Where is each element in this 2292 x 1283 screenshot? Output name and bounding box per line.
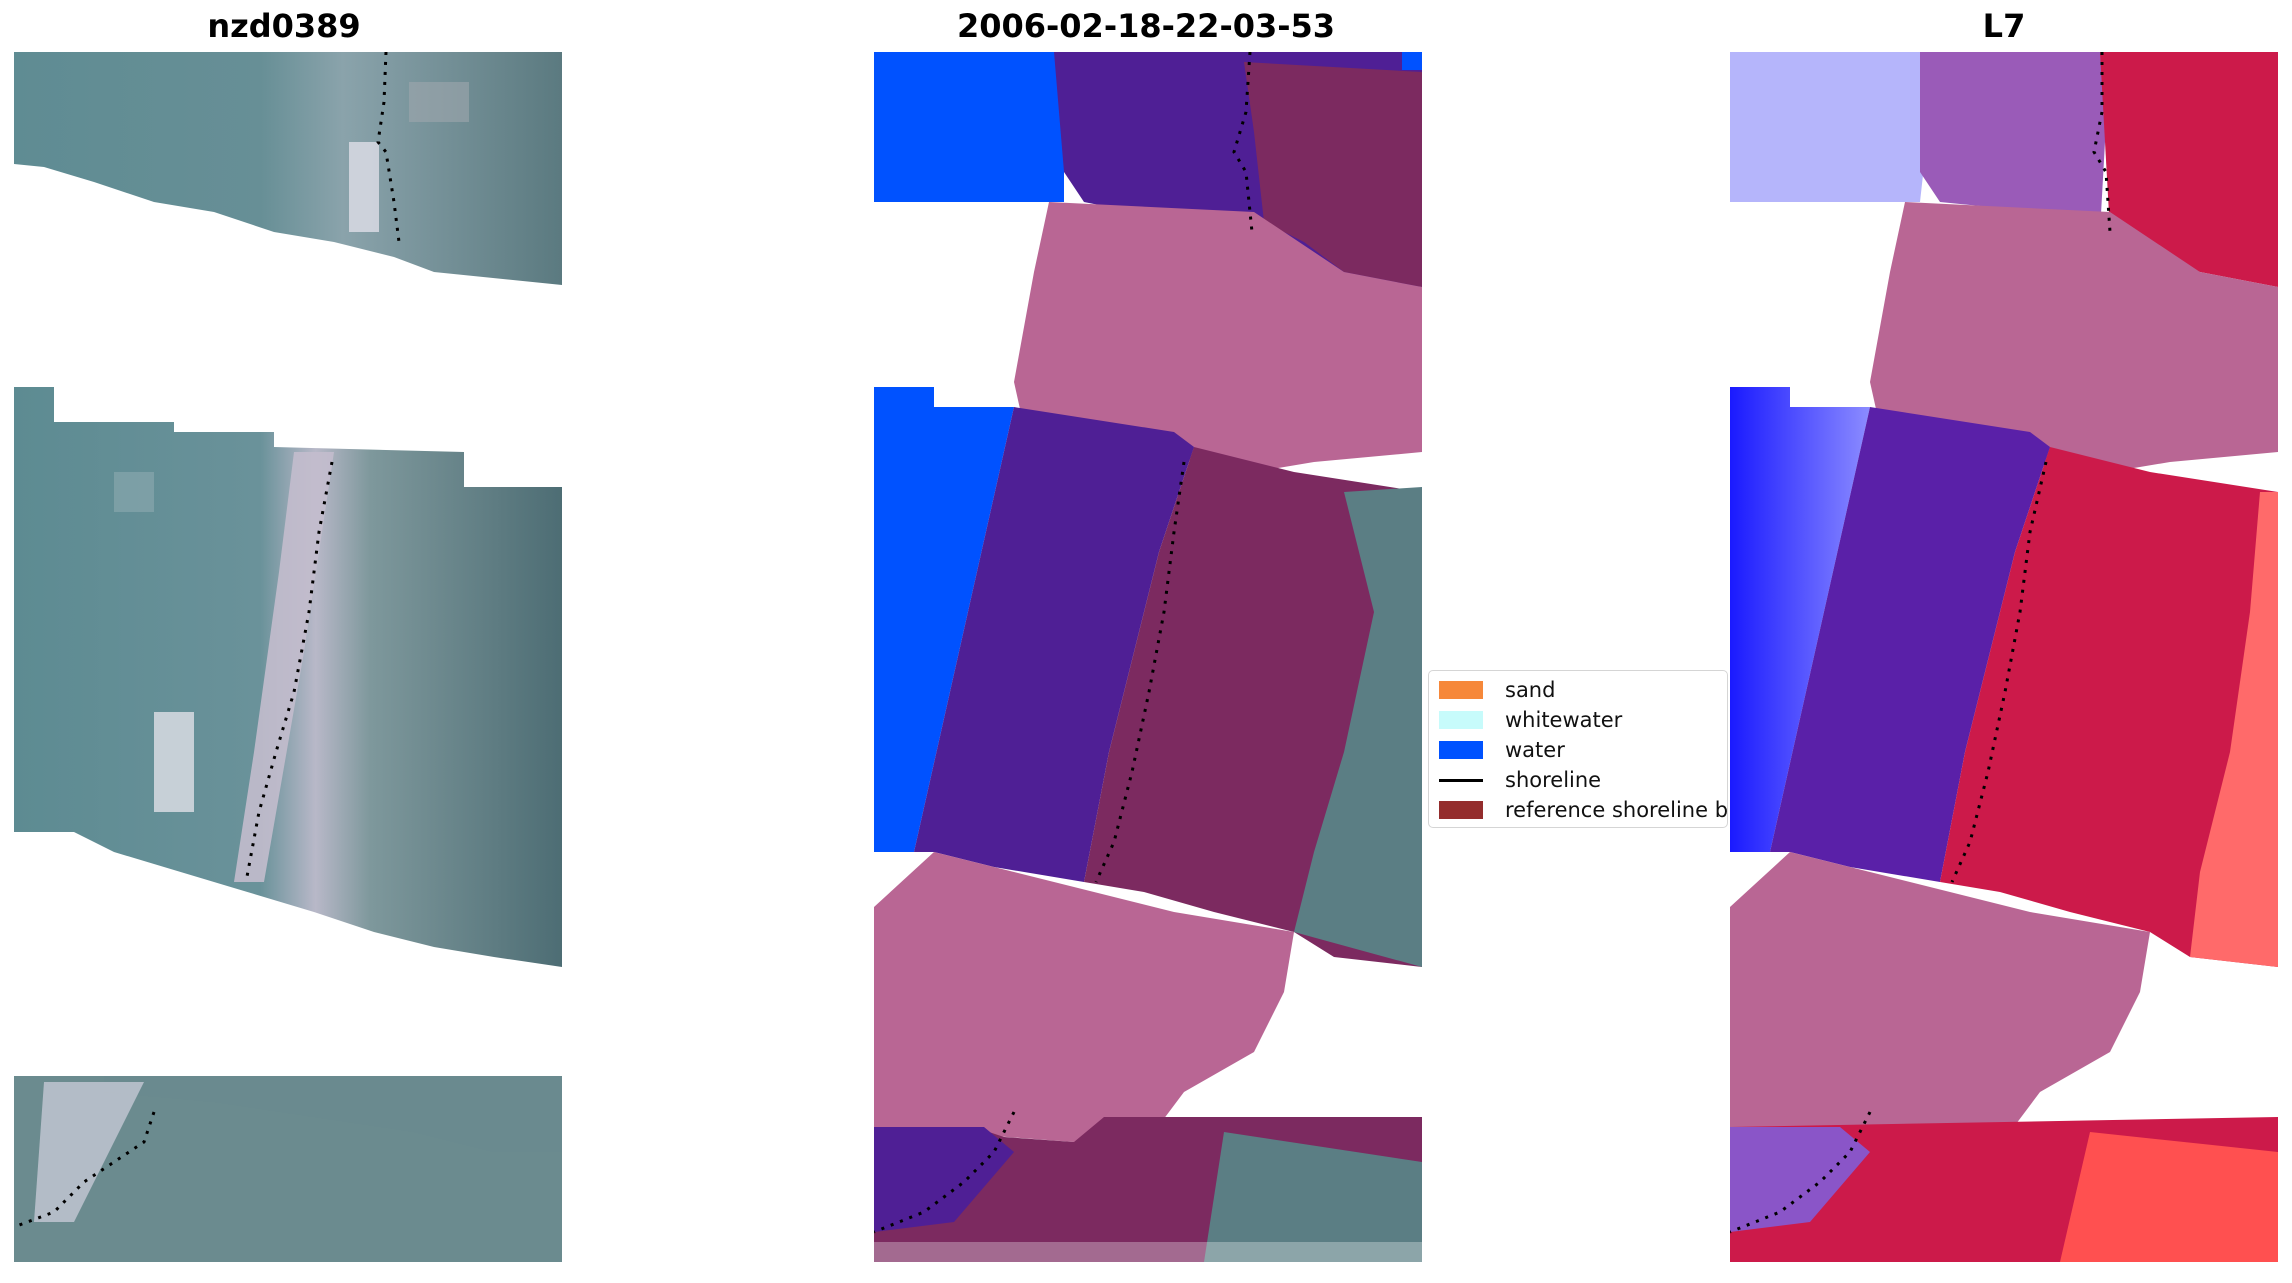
legend-item-water: water bbox=[1429, 737, 1565, 763]
legend-label: water bbox=[1505, 738, 1565, 762]
legend-label: whitewater bbox=[1505, 708, 1623, 732]
rgb-satellite-image bbox=[14, 52, 562, 1262]
panel-title-classified: 2006-02-18-22-03-53 bbox=[956, 7, 1336, 45]
legend-item-sand: sand bbox=[1429, 677, 1555, 703]
legend-item-shoreline: shoreline bbox=[1429, 767, 1601, 793]
legend-label: reference shoreline buffer bbox=[1505, 798, 1728, 822]
panel-title-index: L7 bbox=[1982, 7, 2026, 45]
classified-image bbox=[874, 52, 1422, 1262]
legend-label: shoreline bbox=[1505, 768, 1602, 792]
reference-buffer-swatch bbox=[1439, 801, 1483, 819]
sand-swatch bbox=[1439, 681, 1483, 699]
legend-label: sand bbox=[1505, 678, 1556, 702]
water-swatch bbox=[1439, 741, 1483, 759]
whitewater-swatch bbox=[1439, 711, 1483, 729]
index-image bbox=[1730, 52, 2278, 1262]
panel-title-rgb: nzd0389 bbox=[207, 7, 361, 45]
shoreline-line bbox=[1439, 778, 1483, 782]
legend: sand whitewater water shoreline referenc… bbox=[1428, 670, 1728, 828]
legend-item-whitewater: whitewater bbox=[1429, 707, 1622, 733]
legend-item-reference-buffer: reference shoreline buffer bbox=[1429, 797, 1728, 823]
